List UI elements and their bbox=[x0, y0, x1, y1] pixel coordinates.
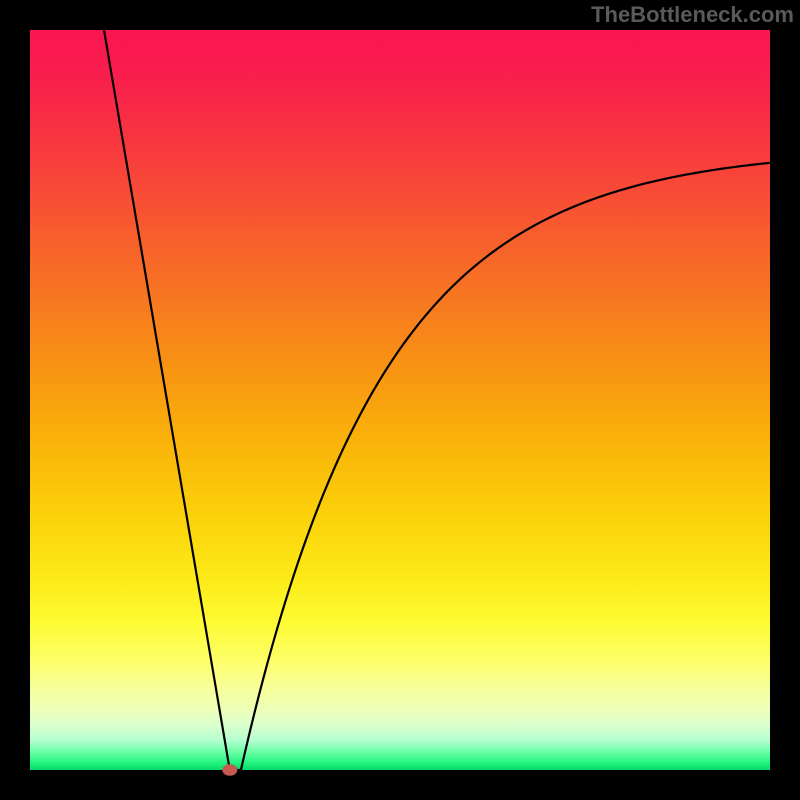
stage: TheBottleneck.com bbox=[0, 0, 800, 800]
plot-background bbox=[30, 30, 770, 770]
watermark-text: TheBottleneck.com bbox=[591, 2, 794, 28]
plot-svg bbox=[0, 0, 800, 800]
minimum-marker bbox=[223, 765, 237, 776]
